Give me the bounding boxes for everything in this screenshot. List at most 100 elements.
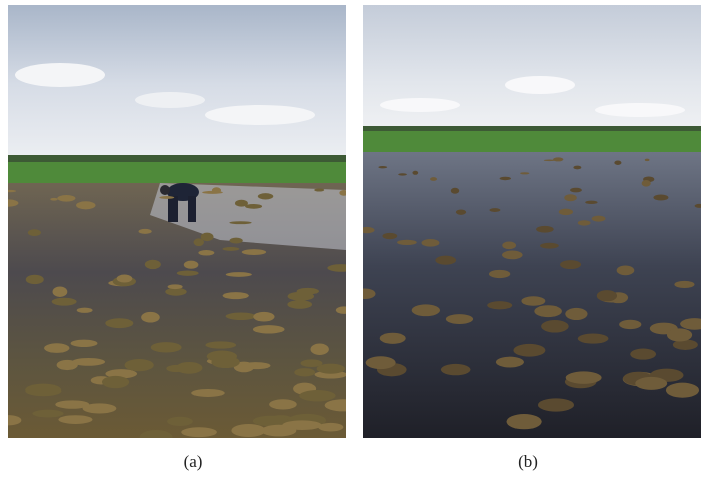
stubble-clump <box>139 430 173 438</box>
stubble-clump <box>51 297 77 306</box>
stubble-clump <box>537 398 575 412</box>
farmer <box>160 183 199 222</box>
stubble-clump <box>241 249 267 255</box>
stubble-clump <box>536 225 554 233</box>
cloud <box>135 92 205 108</box>
stubble-clump <box>397 239 417 246</box>
stubble-clump <box>585 200 598 205</box>
stubble-clump <box>253 311 275 322</box>
stubble-clump <box>229 221 252 225</box>
stubble-clump <box>635 376 668 390</box>
stubble-clump <box>231 423 266 438</box>
stubble-clump <box>222 292 249 300</box>
stubble-clump <box>565 371 602 384</box>
stubble-clump <box>641 180 651 187</box>
stubble-clump <box>287 300 313 309</box>
stubble-clump <box>506 414 542 430</box>
stubble-clump <box>101 375 130 389</box>
photo-a <box>8 5 346 438</box>
stubble-clump <box>564 194 577 202</box>
stubble-clump <box>543 159 556 162</box>
stubble-clump <box>234 199 248 207</box>
stubble-clump <box>167 284 183 290</box>
stubble-clump <box>8 199 19 207</box>
stubble-clump <box>363 226 375 234</box>
stubble-clump <box>339 190 346 196</box>
photo-b <box>363 5 701 438</box>
stubble-clump <box>412 170 419 175</box>
stubble-clump <box>570 187 582 193</box>
stubble-clump <box>435 255 457 265</box>
stubble-clump <box>616 265 635 276</box>
stubble-clump <box>193 238 204 247</box>
stubble-clump <box>25 386 62 397</box>
tree-line <box>8 155 346 163</box>
stubble-clump <box>181 427 217 438</box>
stubble-clump <box>252 415 289 427</box>
stubble-clump <box>430 177 438 181</box>
cloud <box>505 76 575 94</box>
stubble-clump <box>55 400 90 409</box>
stubble-clump <box>175 361 203 374</box>
stubble-clump <box>521 296 546 306</box>
stubble-clump <box>674 280 695 289</box>
stubble-clump <box>76 307 93 313</box>
stubble-clump <box>450 187 460 194</box>
stubble-clump <box>202 190 223 194</box>
stubble-clump <box>70 339 98 348</box>
stubble-clump <box>534 305 562 318</box>
stubble-clump <box>57 195 76 202</box>
stubble-clump <box>577 220 591 226</box>
stubble-clump <box>314 188 325 192</box>
stubble-clump <box>411 304 441 317</box>
stubble-clump <box>665 382 700 398</box>
stubble-clump <box>318 422 344 432</box>
stubble-clump <box>82 403 117 414</box>
caption-b: (b) <box>518 452 538 471</box>
stubble-clump <box>229 237 243 244</box>
stubble-clump <box>644 158 650 162</box>
stubble-clump <box>58 415 93 424</box>
stubble-clump <box>116 274 133 283</box>
stubble-clump <box>680 318 701 330</box>
green-field <box>8 162 346 184</box>
stubble-clump <box>150 342 182 353</box>
stubble-clump <box>44 343 70 353</box>
stubble-clump <box>573 165 582 170</box>
stubble-clump <box>176 270 199 276</box>
stubble-clump <box>225 272 252 277</box>
stubble-clump <box>222 247 240 251</box>
green-field <box>363 131 701 153</box>
stubble-clump <box>619 319 642 330</box>
stubble-clump <box>379 332 406 344</box>
stubble-clump <box>324 399 346 412</box>
stubble-clump <box>488 269 511 279</box>
flooded-field <box>363 152 701 438</box>
stubble-clump <box>167 416 193 426</box>
stubble-clump <box>124 358 154 372</box>
stubble-clump <box>489 208 501 212</box>
stubble-clump <box>144 259 161 270</box>
stubble-clump <box>27 229 41 237</box>
stubble-clump <box>245 203 263 209</box>
stubble-clump <box>71 357 106 366</box>
stubble-clump <box>141 311 160 323</box>
stubble-clump <box>299 390 336 402</box>
stubble-clump <box>694 203 701 208</box>
cloud <box>595 103 685 117</box>
stubble-clump <box>565 307 588 321</box>
stubble-clump <box>653 194 669 201</box>
stubble-clump <box>206 350 238 363</box>
stubble-clump <box>440 363 471 376</box>
stubble-clump <box>241 362 271 370</box>
stubble-clump <box>310 343 329 355</box>
stubble-clump <box>198 250 215 256</box>
stubble-clump <box>105 318 134 329</box>
tree-line <box>363 126 701 132</box>
stubble-clump <box>540 242 559 249</box>
stubble-clump <box>200 232 214 242</box>
stubble-clump <box>225 312 257 321</box>
stubble-clump <box>672 339 698 350</box>
water-reflection <box>150 183 346 250</box>
